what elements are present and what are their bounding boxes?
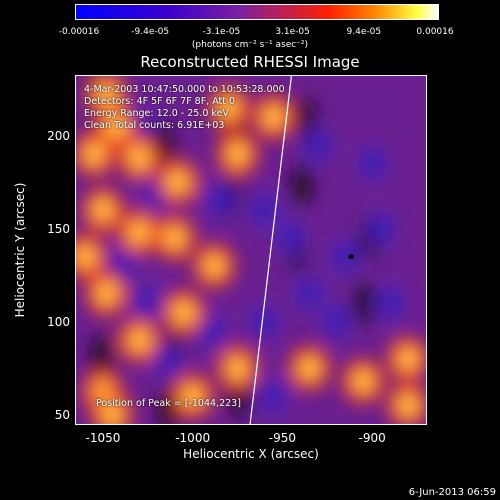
x-tick-label: -900 [358,431,386,445]
timestamp: 6-Jun-2013 06:59 [408,487,496,498]
heatmap-hot-blob [87,388,136,424]
heatmap-hot-blob [114,131,163,184]
heatmap-cold-blob [350,135,395,192]
heatmap-hot-blob [384,332,426,385]
heatmap-hot-blob [190,239,239,292]
heatmap-cold-blob [323,228,368,285]
heatmap-hot-blob [384,379,426,424]
colorbar-tick-label: 3.1e-05 [275,27,310,37]
heatmap-blobs [76,76,426,424]
annotation-energy: Energy Range: 12.0 - 25.0 keV [84,108,229,119]
heatmap-hot-blob [114,206,163,259]
heatmap-hot-blob [159,286,208,339]
heatmap-hot-blob [78,183,127,236]
heatmap-cold-blob [269,209,314,266]
heatmap-cold-blob [359,200,404,257]
heatmap-dark-band [354,281,374,325]
heatmap-cold-blob [242,293,287,350]
heatmap-hot-blob [249,90,298,143]
colorbar-tick-label: 0.00016 [416,27,454,37]
chart-title: Reconstructed RHESSI Image [140,53,360,71]
colorbar-tick-label: -9.4e-05 [131,27,170,37]
y-axis-label: Heliocentric Y (arcsec) [13,182,27,318]
annotation-time: 4-Mar-2003 10:47:50.000 to 10:53:28.000 [84,84,285,95]
colorbar-tick-label: 9.4e-05 [346,27,382,37]
heatmap-hot-blob [339,355,388,408]
heatmap-cold-blob [314,293,359,350]
colorbar-tick-label: -3.1e-05 [202,27,241,37]
minimum-marker [348,254,354,259]
heatmap-hot-blob [154,156,203,209]
colorbar-unit: (photons cm⁻² s⁻¹ asec⁻²) [191,40,309,50]
x-axis-label: Heliocentric X (arcsec) [183,447,319,461]
heatmap-cold-blob [296,116,341,173]
y-tick-label: 50 [54,407,70,422]
heatmap-cold-blob [197,172,242,229]
heatmap-hot-blob [168,370,217,423]
colorbar [75,4,439,20]
heatmap-hot-blob [204,81,253,134]
heatmap-hot-blob [213,342,262,395]
heatmap-hot-blob [285,342,334,395]
heatmap-hot-blob [213,128,262,181]
y-tick-label: 150 [47,221,70,236]
annotation-detectors: Detectors: 4F 5F 6F 7F 8F, Att 0 [84,96,236,107]
heatmap-cold-blob [251,368,296,424]
heatmap-hot-blob [114,314,163,367]
x-tick-label: -1050 [85,431,121,445]
heatmap-dark-band [292,163,312,207]
heatmap-hot-blob [82,267,131,320]
image-plot: 4-Mar-2003 10:47:50.000 to 10:53:28.000 … [75,75,427,425]
annotation-clean: Clean Total counts: 6.91E+03 [84,120,225,131]
heatmap-cold-blob [368,275,413,332]
heatmap-image [76,76,426,424]
solar-limb-line [249,76,292,424]
colorbar-tick-label: -0.00016 [58,27,100,37]
peak-position-label: Position of Peak = [-1044,223] [96,398,241,409]
heatmap-hot-blob [150,211,199,264]
y-tick-label: 100 [47,314,70,329]
heatmap-hot-blob [76,230,109,283]
x-tick-label: -950 [268,431,297,445]
y-tick-label: 200 [47,128,70,143]
x-tick-label: -1000 [175,431,211,445]
heatmap-hot-blob [76,128,118,181]
